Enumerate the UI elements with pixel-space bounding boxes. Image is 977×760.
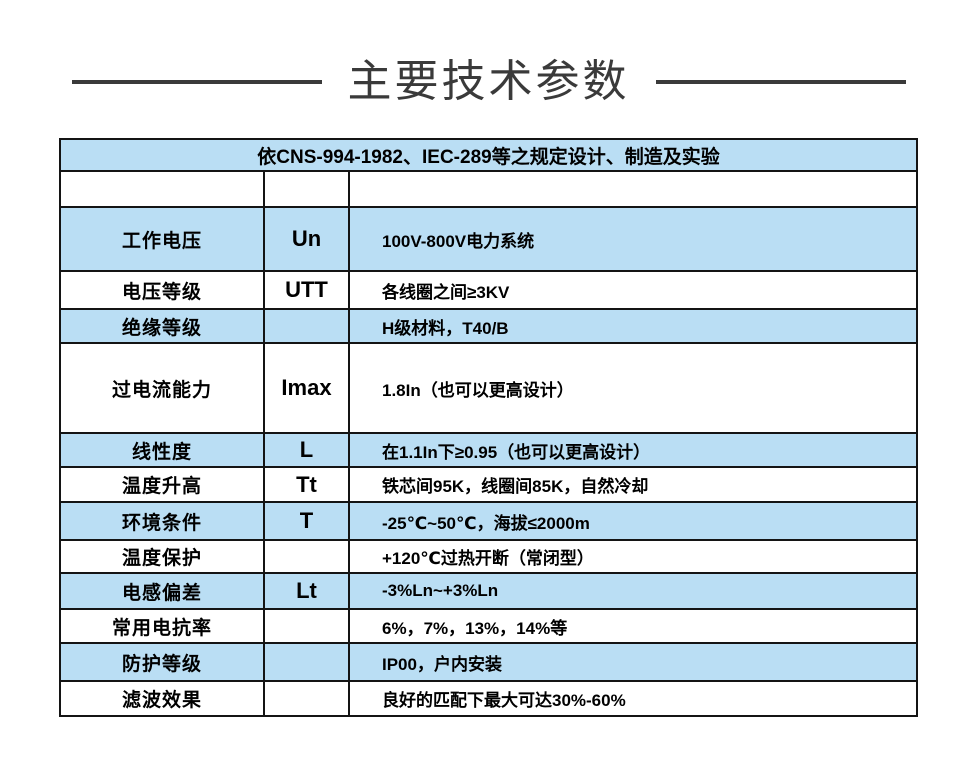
param-value-cell: +120℃过热开断（常闭型） <box>382 549 594 568</box>
param-symbol-cell: UTT <box>265 272 350 308</box>
param-name-cell: 线性度 <box>61 434 265 466</box>
param-value-cell <box>350 172 916 206</box>
table-row-filtering-effect: 滤波效果 良好的匹配下最大可达30%-60% <box>61 682 916 715</box>
table-row-overcurrent-capacity: 过电流能力 Imax 1.8In（也可以更高设计） <box>61 344 916 434</box>
param-name-cell: 滤波效果 <box>61 682 265 715</box>
param-name-cell: 温度升高 <box>61 468 265 501</box>
param-symbol-cell <box>265 310 350 342</box>
param-value-cell: 1.8In（也可以更高设计） <box>382 380 574 400</box>
param-name-cell: 温度保护 <box>61 541 265 572</box>
param-symbol-cell: Un <box>265 208 350 270</box>
param-value-cell: IP00，户内安装 <box>382 654 502 674</box>
table-body: 工作电压 Un 100V-800V电力系统 电压等级 UTT 各线圈之间≥3KV… <box>61 172 916 715</box>
table-row-insulation-class: 绝缘等级 H级材料，T40/B <box>61 310 916 344</box>
table-row-ambient-conditions: 环境条件 T -25℃~50℃，海拔≤2000m <box>61 503 916 541</box>
table-header: 依CNS-994-1982、IEC-289等之规定设计、制造及实验 <box>61 140 916 172</box>
param-name-cell: 环境条件 <box>61 503 265 539</box>
param-value-cell: H级材料，T40/B <box>382 318 509 338</box>
param-name-cell: 过电流能力 <box>61 344 265 432</box>
param-symbol-cell <box>265 610 350 642</box>
param-value-cell: -3%Ln~+3%Ln <box>382 581 499 600</box>
param-symbol-cell: L <box>265 434 350 466</box>
param-value-cell: 6%，7%，13%，14%等 <box>382 618 568 638</box>
param-name-cell: 防护等级 <box>61 644 265 680</box>
page-title: 主要技术参数 <box>347 56 630 107</box>
param-symbol-cell <box>265 682 350 715</box>
param-name-cell <box>61 172 265 206</box>
param-value-cell: -25℃~50℃，海拔≤2000m <box>382 513 590 533</box>
table-row-linearity: 线性度 L 在1.1In下≥0.95（也可以更高设计） <box>61 434 916 468</box>
param-value-cell: 在1.1In下≥0.95（也可以更高设计） <box>382 442 651 462</box>
table-row-temperature-rise: 温度升高 Tt 铁芯间95K，线圈间85K，自然冷却 <box>61 468 916 503</box>
param-name-cell: 绝缘等级 <box>61 310 265 342</box>
param-value-cell: 100V-800V电力系统 <box>382 231 535 251</box>
table-row-empty <box>61 172 916 208</box>
param-symbol-cell <box>265 541 350 572</box>
param-value-cell: 良好的匹配下最大可达30%-60% <box>382 691 626 710</box>
param-value-cell: 各线圈之间≥3KV <box>382 282 510 302</box>
table-row-working-voltage: 工作电压 Un 100V-800V电力系统 <box>61 208 916 272</box>
table-row-voltage-class: 电压等级 UTT 各线圈之间≥3KV <box>61 272 916 310</box>
title-right-rule <box>655 80 906 84</box>
param-value-cell: 铁芯间95K，线圈间85K，自然冷却 <box>382 477 649 496</box>
param-symbol-cell: Imax <box>265 344 350 432</box>
param-name-cell: 电感偏差 <box>61 574 265 608</box>
param-name-cell: 常用电抗率 <box>61 610 265 642</box>
page-title-row: 主要技术参数 <box>0 50 977 114</box>
spec-table: 依CNS-994-1982、IEC-289等之规定设计、制造及实验 工作电压 U… <box>59 138 918 717</box>
param-name-cell: 电压等级 <box>61 272 265 308</box>
param-symbol-cell: Tt <box>265 468 350 501</box>
param-name-cell: 工作电压 <box>61 208 265 270</box>
title-left-rule <box>71 80 322 84</box>
table-row-protection-rating: 防护等级 IP00，户内安装 <box>61 644 916 682</box>
table-row-inductance-tolerance: 电感偏差 Lt -3%Ln~+3%Ln <box>61 574 916 610</box>
param-symbol-cell: T <box>265 503 350 539</box>
table-row-thermal-protection: 温度保护 +120℃过热开断（常闭型） <box>61 541 916 574</box>
param-symbol-cell: Lt <box>265 574 350 608</box>
table-row-common-reactance-rate: 常用电抗率 6%，7%，13%，14%等 <box>61 610 916 644</box>
param-symbol-cell <box>265 172 350 206</box>
param-symbol-cell <box>265 644 350 680</box>
